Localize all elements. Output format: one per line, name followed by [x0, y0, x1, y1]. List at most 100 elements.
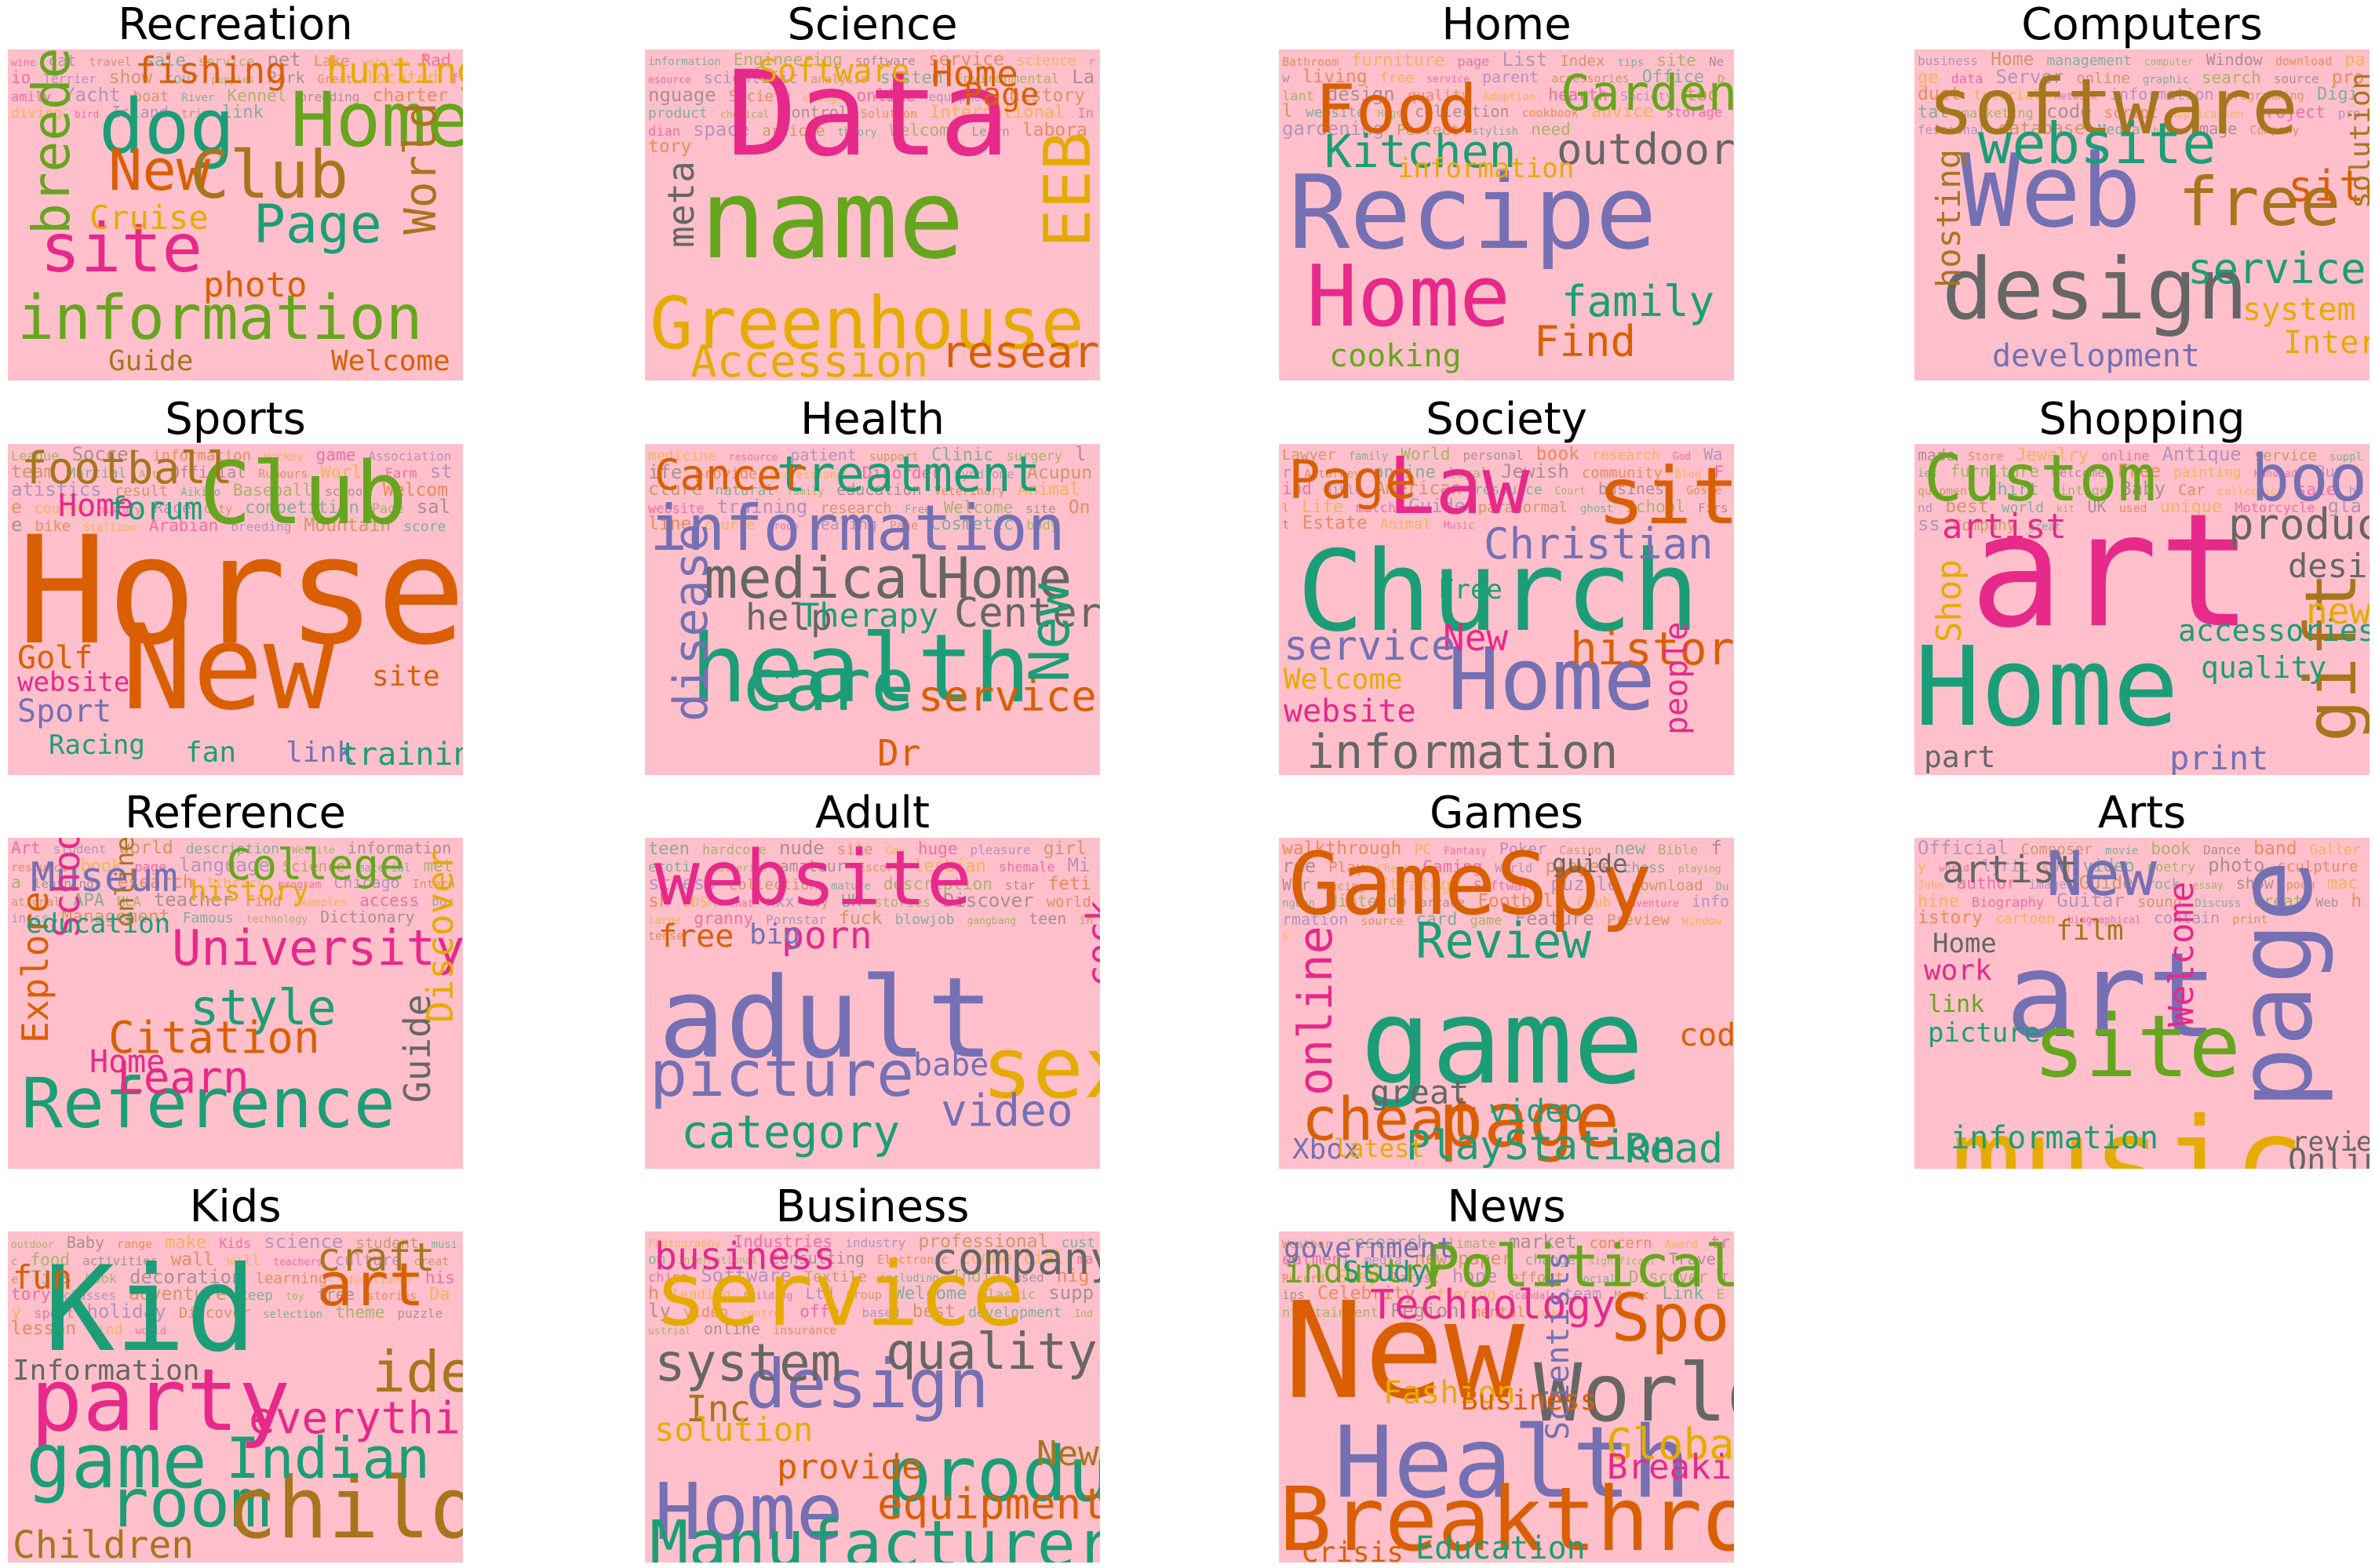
- small-word: Indian: [648, 106, 1094, 140]
- small-word: Ltd: [805, 1284, 834, 1303]
- small-word: League: [11, 449, 60, 464]
- wordcloud-word: information: [1306, 725, 1619, 775]
- wordcloud-small-words: medicine resource patient support Clinic…: [645, 444, 1100, 775]
- small-word: service: [1426, 74, 1470, 85]
- small-word: diving: [11, 105, 63, 122]
- small-word: school: [325, 484, 370, 499]
- small-word: world: [1046, 893, 1091, 911]
- small-word: Discover: [1628, 1268, 1708, 1286]
- small-word: consulting: [770, 1249, 865, 1268]
- wordcloud-word: Sport: [17, 693, 112, 729]
- wordcloud-word: service: [2187, 244, 2366, 293]
- small-word: Veterinary: [934, 484, 1005, 498]
- small-word: movie: [2105, 845, 2139, 857]
- small-word: Welcome: [943, 498, 1014, 517]
- small-word: wine: [11, 57, 36, 69]
- small-word: network: [2054, 91, 2097, 103]
- small-word: boat: [133, 88, 169, 105]
- small-word: information: [347, 839, 452, 857]
- small-word: supplies: [1918, 451, 2363, 480]
- small-word-list: teen hardcore nude site Gay huge pleasur…: [648, 839, 1097, 943]
- small-word: Stallion: [83, 522, 137, 534]
- wordcloud-word: free: [658, 919, 734, 955]
- small-word: parent: [1482, 67, 1539, 86]
- panel-title: Arts: [2097, 788, 2187, 839]
- small-word-list: business Home management computer Window…: [1918, 51, 2366, 139]
- small-word: world: [118, 838, 173, 858]
- wordcloud-word: link: [1928, 991, 1985, 1018]
- small-word: Bible: [1324, 482, 1363, 497]
- small-word: furniture: [1351, 51, 1445, 71]
- wordcloud-word: music: [1951, 1093, 2305, 1169]
- small-word: best: [1945, 497, 1989, 517]
- small-word-list: League Soccer information Hockey game As…: [11, 445, 460, 535]
- small-word: teachers: [273, 1257, 322, 1268]
- small-word: bike: [35, 518, 71, 535]
- small-word: Lawyer: [1282, 446, 1336, 464]
- small-word: Poker: [1499, 839, 1547, 858]
- small-word: create: [11, 1254, 450, 1286]
- wordcloud-word: work: [1924, 955, 1992, 987]
- small-word: history: [1009, 85, 1086, 106]
- wordcloud-word: people: [1659, 621, 1695, 736]
- wordcloud-word: website: [1978, 111, 2217, 176]
- wordcloud-word: Kid: [44, 1242, 257, 1378]
- wordcloud-word: Greenhouse: [650, 282, 1084, 366]
- small-word: Attorney: [1304, 467, 1361, 481]
- panel-title: Health: [800, 394, 945, 445]
- small-word: Welcome: [894, 1284, 967, 1304]
- small-word: database: [1998, 118, 2085, 139]
- small-word: high: [648, 1266, 1090, 1304]
- small-word: video: [683, 1304, 729, 1321]
- wordcloud-word: idea: [372, 1339, 463, 1405]
- small-word: War: [1282, 875, 1311, 894]
- wordcloud-panel: wine cat travel sale service pet Lake we…: [8, 49, 463, 380]
- wordcloud-word: great: [1370, 1073, 1470, 1111]
- wordcloud-word: Global: [1607, 1420, 1734, 1469]
- small-word: selection: [263, 1308, 323, 1321]
- small-word: healing: [810, 515, 877, 533]
- small-word: scientific: [703, 68, 799, 87]
- small-word: Jewish: [1501, 460, 1569, 482]
- small-word: Guitar: [2056, 890, 2125, 911]
- wordcloud-word: Therapy: [800, 596, 939, 635]
- small-word: science: [1016, 53, 1076, 69]
- small-word: teen: [1029, 909, 1067, 928]
- small-word: arcade: [1419, 895, 1466, 910]
- wordcloud-word: Home: [931, 53, 1018, 95]
- wordcloud-word: Welcome: [331, 345, 450, 377]
- small-word: shirt: [1987, 480, 2039, 500]
- small-word: poem: [2286, 878, 2315, 892]
- wordcloud-word: Museum: [31, 854, 178, 901]
- small-word: cookbook: [1521, 106, 1579, 120]
- wordcloud-word: code: [1679, 1017, 1734, 1053]
- small-word: data: [1951, 71, 1983, 87]
- small-word: project: [2256, 103, 2326, 122]
- wordcloud-word: video: [1488, 1093, 1583, 1130]
- small-word: marketing: [1961, 106, 2034, 122]
- small-word: Escort: [858, 860, 902, 875]
- small-word: team: [1564, 1284, 1602, 1303]
- wordcloud-word: child: [226, 1460, 463, 1558]
- small-word: match: [1356, 500, 1397, 516]
- small-word: free: [316, 1285, 355, 1304]
- small-word: glass: [1918, 495, 2362, 535]
- small-word: chemical: [719, 109, 770, 121]
- small-word: online: [2076, 70, 2130, 87]
- small-word: Region: [1390, 1300, 1459, 1322]
- wordcloud-word: system: [654, 1333, 842, 1393]
- small-word: blowjob: [894, 911, 955, 928]
- small-word: free: [1282, 838, 1722, 877]
- small-word: Farm: [384, 466, 417, 482]
- small-word: Perfect: [1397, 122, 1460, 139]
- small-word: application: [2170, 108, 2244, 121]
- small-word: Club: [1577, 894, 1612, 911]
- small-word: huge: [917, 839, 958, 858]
- small-word: search: [2201, 68, 2261, 87]
- small-word: resource: [1473, 482, 1543, 498]
- wordcloud-panel: Weather research climate market concern …: [1279, 1231, 1734, 1563]
- wordcloud-word: Political: [1425, 1233, 1734, 1301]
- small-word: commercial: [960, 1249, 1065, 1268]
- small-word: biographical: [2067, 915, 2141, 926]
- small-word: source: [2273, 71, 2319, 86]
